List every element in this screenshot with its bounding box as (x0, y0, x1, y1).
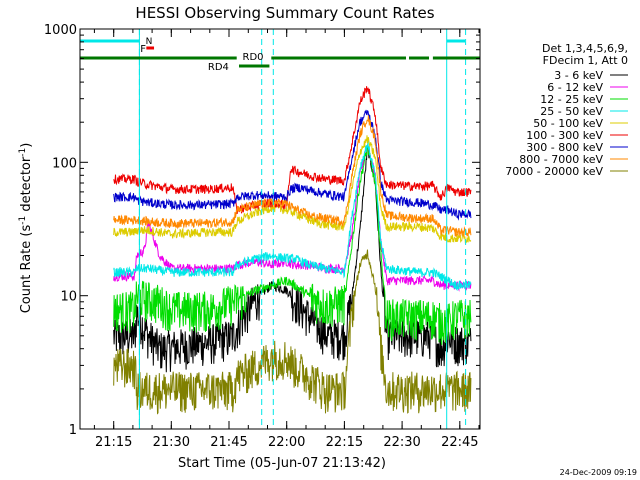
y-axis-label: Count Rate (s-1 detector-1) (18, 143, 34, 314)
series-line-7000-20000-kev (113, 249, 472, 415)
series-line-300-800-kev (113, 109, 472, 221)
x-tick-label: 21:45 (210, 435, 247, 450)
series-line-6-12-kev (113, 144, 472, 292)
chart-title: HESSI Observing Summary Count Rates (135, 4, 434, 22)
y-axis-label-sup1: -1 (18, 216, 28, 225)
legend: Det 1,3,4,5,6,9,FDecim 1, Att 0 3 - 6 keV… (505, 42, 628, 178)
series-line-800-7000-kev (113, 115, 472, 237)
y-tick-label: 10 (60, 290, 77, 305)
footer-date: 24-Dec-2009 09:19 (560, 468, 637, 477)
attenuator-label-f: F (140, 44, 146, 55)
series-line-25-50-kev (113, 140, 472, 292)
x-tick-label: 21:30 (153, 435, 190, 450)
y-axis-label-part3: ) (19, 143, 34, 148)
x-axis-label: Start Time (05-Jun-07 21:13:42) (178, 456, 386, 471)
y-tick-label: 1000 (44, 23, 77, 38)
legend-label: 100 - 300 keV (526, 129, 603, 142)
x-tick-label: 22:45 (441, 435, 478, 450)
rd4-label: RD4 (208, 62, 229, 73)
attenuator-label-n: N (146, 37, 153, 47)
series-line-12-25-kev (113, 145, 472, 345)
legend-label: 3 - 6 keV (554, 69, 603, 82)
legend-label: 800 - 7000 keV (519, 153, 603, 166)
legend-label: 300 - 800 keV (526, 141, 603, 154)
y-axis-label-sup2: -1 (18, 148, 28, 157)
series-line-3-6-kev (113, 144, 472, 373)
legend-header-line-2: FDecim 1, Att 0 (543, 54, 628, 67)
legend-label: 7000 - 20000 keV (505, 165, 603, 178)
y-axis-label-part1: Count Rate (s (19, 225, 34, 314)
series-line-50-100-kev (113, 135, 472, 244)
legend-label: 6 - 12 keV (547, 81, 603, 94)
series-line-100-300-kev (113, 86, 472, 214)
plot-area: FN RD0 RD4 1 10 100 1000 21:15 21:30 21:45 22:00 22… (44, 23, 481, 450)
x-tick-label: 22:15 (326, 435, 363, 450)
rd0-label: RD0 (243, 52, 264, 63)
legend-label: 25 - 50 keV (540, 105, 603, 118)
x-tick-label: 22:00 (268, 435, 305, 450)
plot-frame (79, 28, 481, 430)
legend-header-line-1: Det 1,3,4,5,6,9, (542, 42, 628, 55)
y-axis-label-part2: detector (19, 156, 34, 216)
legend-label: 12 - 25 keV (540, 93, 603, 106)
x-tick-label: 21:15 (95, 435, 132, 450)
y-tick-label: 100 (52, 156, 77, 171)
y-tick-label: 1 (69, 423, 77, 438)
legend-label: 50 - 100 keV (533, 117, 603, 130)
x-tick-label: 22:30 (383, 435, 420, 450)
